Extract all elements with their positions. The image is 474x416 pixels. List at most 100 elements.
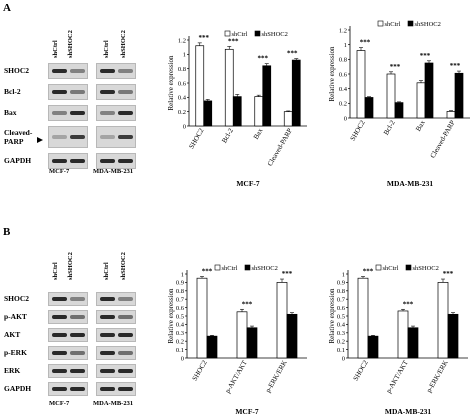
y-tick-label: 0.6: [337, 305, 346, 312]
blot-row-label: Cleaved- PARP: [4, 128, 33, 146]
y-tick-label: 1: [183, 52, 186, 59]
bar-shshoc2: [291, 59, 301, 127]
lane-label: shSHOC2: [67, 252, 74, 280]
significance-stars: ***: [199, 34, 210, 42]
bar-shshoc2: [364, 97, 374, 119]
y-tick-label: 0.9: [176, 280, 184, 287]
legend-label: shSHOC2: [252, 265, 278, 272]
bar-shctrl: [224, 48, 234, 127]
bar-shshoc2: [232, 96, 242, 127]
blot-strip: [96, 126, 136, 148]
western-blot-b: shCtrl shSHOC2 shCtrl shSHOC2 SHOC2 p-AKT…: [0, 252, 150, 416]
bar-chart-b-mda: Relative expression00.10.20.30.40.50.60.…: [328, 264, 468, 416]
y-tick-label: 0.4: [178, 95, 187, 102]
blot-band: [70, 69, 85, 73]
legend-label: shSHOC2: [262, 31, 288, 38]
legend-label: shCtrl: [222, 265, 238, 272]
bar-shctrl: [357, 277, 369, 359]
lane-label: shCtrl: [52, 262, 59, 280]
bar-shctrl: [437, 282, 449, 359]
y-tick-label: 0.6: [178, 80, 187, 87]
blot-row-label: AKT: [4, 330, 21, 339]
blot-row-label: GAPDH: [4, 384, 32, 393]
legend-swatch: [407, 20, 414, 27]
x-tick-label: Cleaved-PARP: [429, 119, 457, 160]
bar-shshoc2: [206, 335, 218, 359]
significance-stars: ***: [360, 39, 371, 47]
y-tick-label: 0.3: [337, 330, 345, 337]
bar-chart-b-mcf7: Relative expression00.10.20.30.40.50.60.…: [167, 264, 307, 416]
blot-row-label: GAPDH: [4, 156, 32, 165]
x-tick-label: SHOC2: [191, 359, 209, 383]
x-tick-label: p-ERK/ERK: [425, 359, 450, 394]
blot-strip: [48, 63, 88, 79]
blot-row-label: Bax: [4, 108, 17, 117]
significance-stars: ***: [258, 55, 269, 63]
blot-band: [52, 351, 67, 355]
x-tick-label: p-ERK/ERK: [264, 359, 289, 394]
blot-band: [52, 297, 67, 301]
legend-label: shSHOC2: [413, 265, 439, 272]
blot-band: [52, 135, 67, 139]
western-blot-a: shCtrl shSHOC2 shCtrl shSHOC2 SHOC2 Bcl-2…: [0, 30, 150, 190]
blot-row-label: p-AKT: [4, 312, 27, 321]
blot-strip: [48, 382, 88, 396]
lane-label: shSHOC2: [67, 30, 74, 58]
arrow-icon: [37, 137, 43, 143]
bar-shctrl: [386, 73, 396, 119]
bar-shshoc2: [367, 335, 379, 359]
y-tick-label: 0.5: [176, 313, 184, 320]
bar-shshoc2: [424, 62, 434, 119]
lane-label: shCtrl: [103, 262, 110, 280]
significance-stars: ***: [420, 52, 431, 60]
bar-shctrl: [195, 45, 205, 127]
y-axis-label: Relative expression: [328, 288, 336, 344]
blot-band: [100, 369, 115, 373]
legend-swatch: [224, 30, 231, 37]
y-tick-label: 0.4: [339, 86, 348, 93]
legend-swatch: [244, 264, 251, 271]
blot-band: [52, 90, 67, 94]
blot-strip: [96, 346, 136, 360]
significance-stars: ***: [242, 300, 253, 308]
blot-strip: [96, 63, 136, 79]
bar-shshoc2: [447, 313, 459, 359]
y-tick-label: 0.5: [337, 313, 345, 320]
x-tick-label: Bax: [252, 127, 265, 141]
legend-label: shSHOC2: [415, 21, 441, 28]
legend-label: shCtrl: [383, 265, 399, 272]
blot-band: [70, 351, 85, 355]
bar-shshoc2: [262, 65, 272, 127]
lane-label: shSHOC2: [120, 30, 127, 58]
blot-band: [70, 159, 85, 163]
blot-band: [100, 135, 115, 139]
blot-band: [52, 159, 67, 163]
blot-band: [100, 69, 115, 73]
chart-title: MDA-MB-231: [385, 407, 431, 416]
y-tick-label: 1: [181, 271, 184, 278]
y-axis-label: Relative expression: [167, 55, 175, 111]
blot-band: [118, 159, 133, 163]
blot-band: [52, 387, 67, 391]
bar-shctrl: [276, 282, 288, 359]
blot-band: [118, 135, 133, 139]
legend-label: shCtrl: [232, 31, 248, 38]
y-tick-label: 1.2: [178, 37, 186, 44]
blot-strip: [96, 382, 136, 396]
blot-band: [118, 90, 133, 94]
chart-title: MCF-7: [235, 407, 259, 416]
blot-strip: [48, 292, 88, 306]
bar-shctrl: [356, 50, 366, 119]
blot-strip: [48, 346, 88, 360]
legend-swatch: [214, 264, 221, 271]
blot-band: [100, 159, 115, 163]
bar-shshoc2: [203, 100, 213, 127]
bar-shshoc2: [394, 102, 404, 119]
lane-label: shCtrl: [103, 40, 110, 58]
significance-stars: ***: [450, 62, 461, 70]
blot-strip: [96, 328, 136, 342]
blot-strip: [48, 153, 88, 169]
y-tick-label: 0.1: [176, 347, 184, 354]
bar-shshoc2: [246, 327, 258, 359]
blot-row-label: SHOC2: [4, 294, 30, 303]
